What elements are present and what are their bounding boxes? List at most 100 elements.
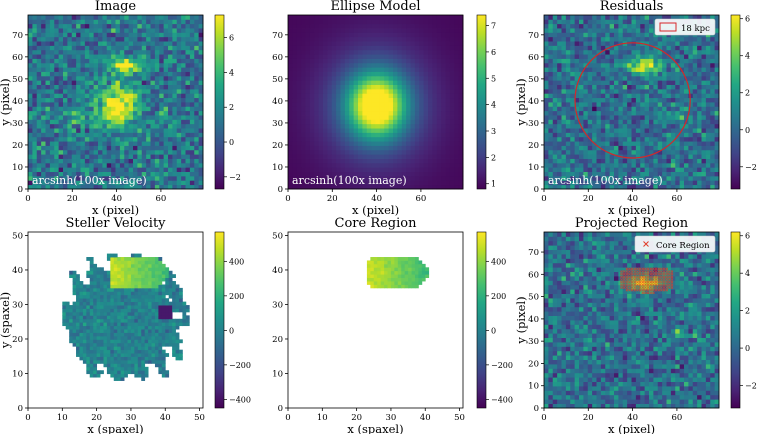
heatmap-cell <box>185 23 191 29</box>
heatmap-cell <box>159 132 165 138</box>
heatmap-cell <box>353 184 359 190</box>
heatmap-cell <box>309 123 315 129</box>
heatmap-cell <box>600 110 606 116</box>
heatmap-cell <box>379 106 385 112</box>
heatmap-cell <box>410 162 416 168</box>
heatmap-cell <box>684 141 689 146</box>
x-tick-label: 20 <box>583 194 594 204</box>
heatmap-cell <box>423 149 429 155</box>
heatmap-cell <box>441 36 446 42</box>
heatmap-cell <box>296 102 302 107</box>
heatmap-cell <box>662 88 667 94</box>
heatmap-cell <box>600 128 606 133</box>
heatmap-cell <box>379 36 385 42</box>
heatmap-cell <box>137 75 143 81</box>
heatmap-cell <box>375 115 381 120</box>
heatmap-cell <box>181 71 186 77</box>
heatmap-cell <box>58 45 64 51</box>
heatmap-cell <box>36 32 42 38</box>
heatmap-cell <box>371 158 376 164</box>
heatmap-cell <box>445 49 451 55</box>
heatmap-cell <box>449 67 455 72</box>
heatmap-cell <box>194 141 200 146</box>
heatmap-cell <box>194 145 200 151</box>
heatmap-cell <box>710 119 716 125</box>
heatmap-cell <box>163 80 169 85</box>
heatmap-cell <box>84 123 90 129</box>
heatmap-cell <box>609 54 615 59</box>
heatmap-cell <box>371 136 376 142</box>
heatmap-cell <box>63 71 68 77</box>
heatmap-cell <box>181 175 186 181</box>
heatmap-cell <box>436 80 442 85</box>
heatmap-cell <box>583 97 589 103</box>
heatmap-cell <box>544 41 549 46</box>
heatmap-cell <box>600 84 606 90</box>
heatmap-cell <box>150 32 156 38</box>
heatmap-cell <box>106 180 112 186</box>
heatmap-cell <box>627 80 632 85</box>
heatmap-cell <box>106 75 112 81</box>
heatmap-cell <box>185 132 191 138</box>
heatmap-cell <box>596 158 602 164</box>
heatmap-cell <box>172 167 178 172</box>
heatmap-cell <box>331 75 337 81</box>
heatmap-cell <box>445 80 451 85</box>
heatmap-cell <box>406 110 411 116</box>
heatmap-cell <box>561 180 567 186</box>
heatmap-cell <box>449 75 455 81</box>
heatmap-cell <box>679 162 685 168</box>
heatmap-cell <box>198 180 204 186</box>
heatmap-cell <box>181 119 186 125</box>
heatmap-cell <box>45 67 51 72</box>
heatmap-cell <box>58 158 64 164</box>
heatmap-cell <box>344 123 350 129</box>
heatmap-cell <box>181 36 186 42</box>
heatmap-cell <box>331 28 337 33</box>
heatmap-cell <box>410 58 416 64</box>
heatmap-cell <box>176 54 182 59</box>
heatmap-cell <box>80 171 86 177</box>
heatmap-cell <box>366 154 372 159</box>
heatmap-cell <box>76 23 81 29</box>
heatmap-cell <box>445 149 451 155</box>
heatmap-cell <box>353 141 359 146</box>
heatmap-cell <box>552 62 558 68</box>
heatmap-cell <box>384 36 390 42</box>
heatmap-cell <box>635 167 641 172</box>
heatmap-cell <box>288 110 293 116</box>
heatmap-cell <box>436 128 442 133</box>
heatmap-cell <box>89 184 95 190</box>
heatmap-cell <box>358 54 363 59</box>
heatmap-cell <box>432 184 438 190</box>
heatmap-cell <box>419 180 425 186</box>
heatmap-cell <box>640 145 646 151</box>
heatmap-cell <box>692 115 698 120</box>
heatmap-cell <box>697 167 702 172</box>
heatmap-cell <box>305 58 311 64</box>
heatmap-cell <box>154 106 160 112</box>
heatmap-cell <box>384 41 390 46</box>
heatmap-cell <box>666 45 672 51</box>
heatmap-cell <box>76 62 81 68</box>
heatmap-cell <box>640 115 646 120</box>
heatmap-cell <box>423 93 429 99</box>
heatmap-cell <box>393 171 398 177</box>
heatmap-cell <box>454 162 460 168</box>
heatmap-cell <box>366 36 372 42</box>
heatmap-cell <box>579 128 584 133</box>
heatmap-cell <box>141 71 147 77</box>
heatmap-cell <box>596 184 602 190</box>
heatmap-cell <box>552 167 558 172</box>
heatmap-cell <box>292 180 298 186</box>
heatmap-cell <box>133 93 138 99</box>
heatmap-cell <box>124 128 130 133</box>
heatmap-cell <box>358 106 363 112</box>
heatmap-cell <box>544 175 549 181</box>
heatmap-cell <box>36 97 42 103</box>
heatmap-cell <box>89 175 95 181</box>
heatmap-cell <box>432 71 438 77</box>
heatmap-cell <box>159 15 165 20</box>
heatmap-cell <box>423 145 429 151</box>
heatmap-cell <box>393 128 398 133</box>
